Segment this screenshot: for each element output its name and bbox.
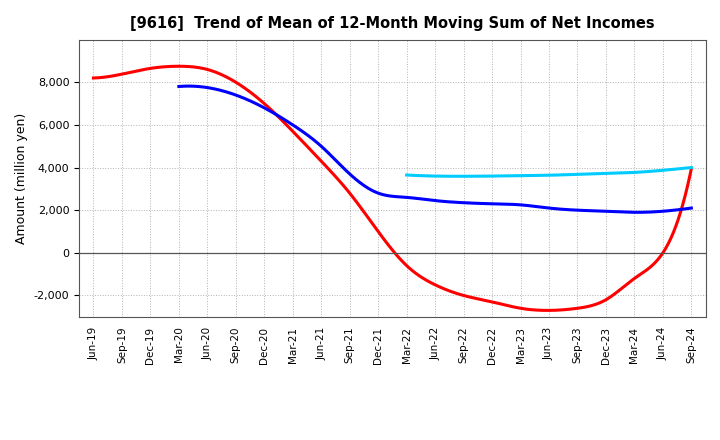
3 Years: [544, 308, 552, 313]
7 Years: [540, 172, 549, 178]
7 Years: [402, 172, 411, 178]
5 Years: [481, 201, 490, 206]
5 Years: [174, 84, 183, 89]
7 Years: [557, 172, 566, 177]
3 Years: [374, 230, 383, 235]
Line: 3 Years: 3 Years: [94, 66, 691, 310]
5 Years: [677, 207, 685, 212]
3 Years: [174, 64, 183, 69]
5 Years: [595, 209, 604, 214]
3 Years: [675, 213, 684, 219]
Title: [9616]  Trend of Mean of 12-Month Moving Sum of Net Incomes: [9616] Trend of Mean of 12-Month Moving …: [130, 16, 654, 32]
7 Years: [681, 165, 690, 171]
7 Years: [687, 165, 696, 170]
7 Years: [456, 174, 464, 179]
5 Years: [453, 200, 462, 205]
Line: 5 Years: 5 Years: [179, 86, 691, 213]
5 Years: [184, 84, 192, 89]
3 Years: [582, 304, 590, 310]
3 Years: [378, 235, 387, 240]
Line: 7 Years: 7 Years: [407, 168, 691, 176]
3 Years: [89, 75, 98, 81]
5 Years: [422, 197, 431, 202]
5 Years: [633, 210, 642, 215]
7 Years: [538, 173, 546, 178]
Y-axis label: Amount (million yen): Amount (million yen): [15, 113, 28, 244]
3 Years: [687, 166, 696, 171]
5 Years: [687, 205, 696, 211]
5 Years: [419, 197, 428, 202]
7 Years: [636, 169, 645, 175]
3 Years: [446, 289, 455, 294]
7 Years: [572, 172, 581, 177]
3 Years: [414, 272, 423, 278]
